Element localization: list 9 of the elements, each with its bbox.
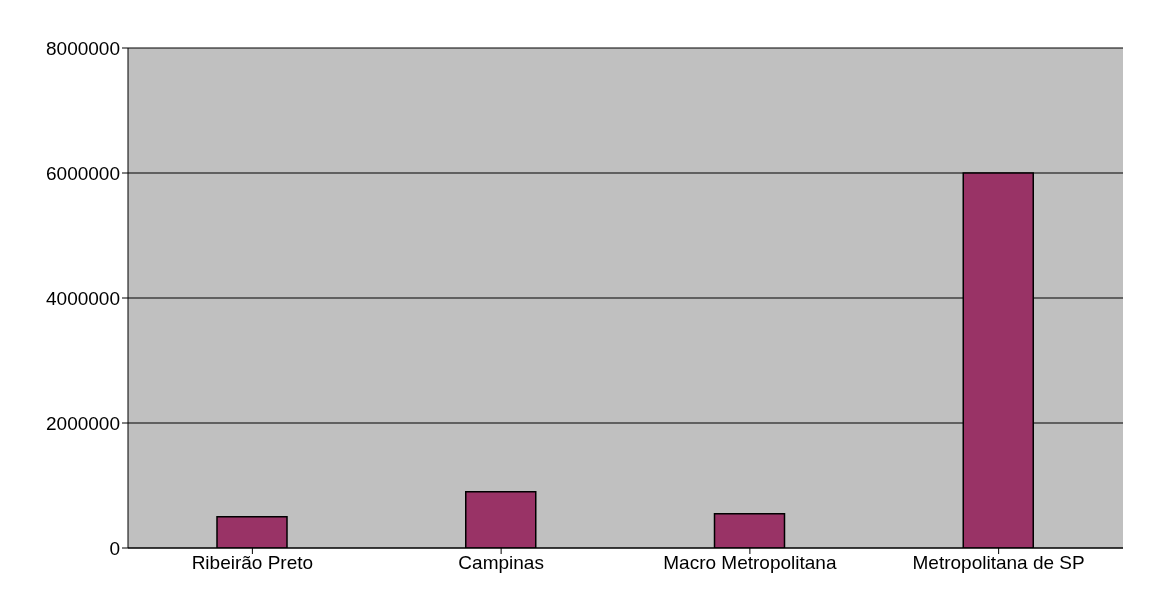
- x-tick-label: Ribeirão Preto: [191, 552, 314, 574]
- y-tick-label: 0: [109, 537, 120, 559]
- y-tick-label: 6000000: [46, 162, 120, 184]
- x-tick-label: Metropolitana de SP: [912, 552, 1085, 574]
- y-tick-label: 4000000: [46, 287, 120, 309]
- x-tick-label: Macro Metropolitana: [663, 552, 837, 574]
- x-tick-label: Campinas: [458, 552, 544, 574]
- y-tick-label: 8000000: [46, 37, 120, 59]
- y-tick-label: 2000000: [46, 412, 120, 434]
